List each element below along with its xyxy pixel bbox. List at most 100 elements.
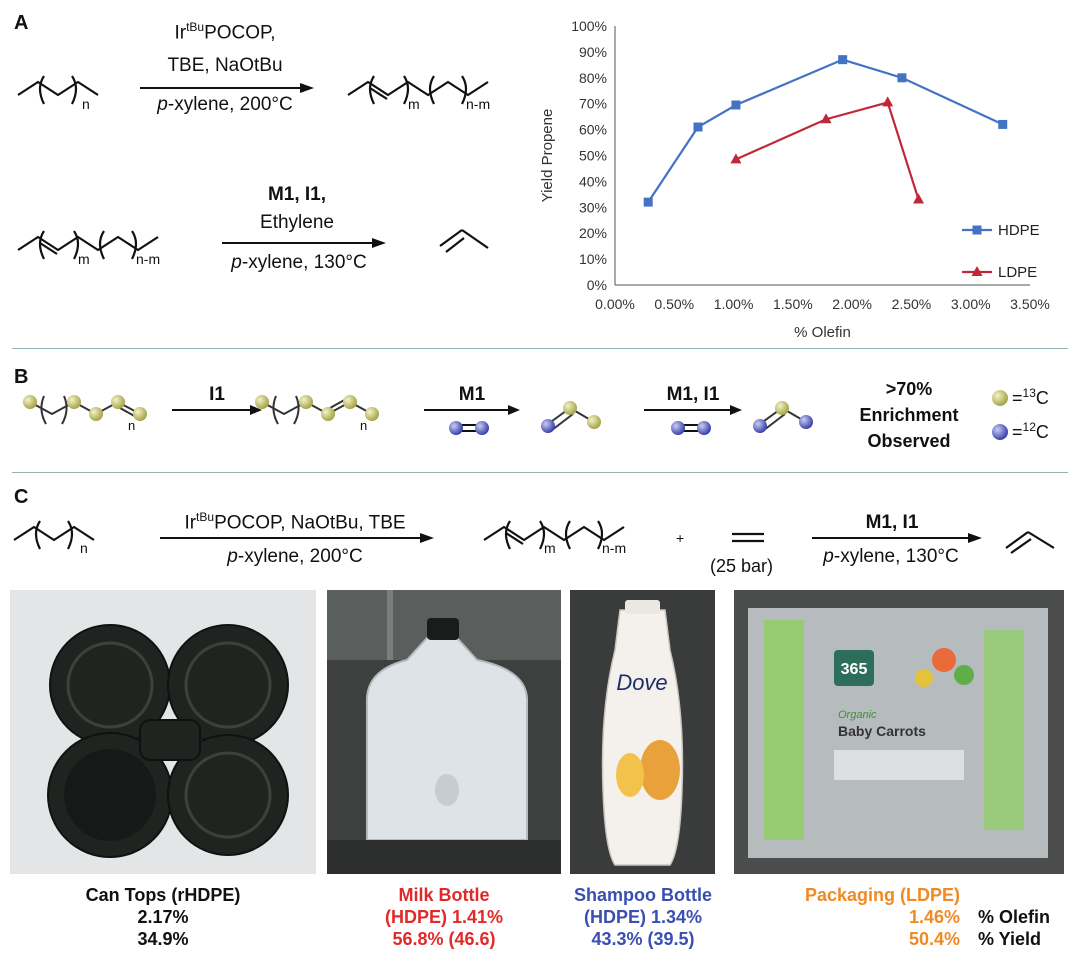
y-tick-label: 20% [579, 225, 607, 241]
arrow-m1-i1 [644, 405, 742, 432]
milk-bottle-photo [327, 590, 561, 874]
sample-shampoo-bottle: Shampoo Bottle (HDPE) 1.34% 43.3% (39.5) [555, 884, 731, 950]
subscript-n-m: n-m [466, 96, 491, 112]
sample-olefin: 1.46% [908, 907, 960, 927]
subscript-n-b1: n [128, 418, 136, 433]
sample-yield: 56.8% (46.6) [392, 929, 496, 949]
step-m1-i1-label: M1, I1 [666, 384, 720, 405]
y-tick-label: 80% [579, 70, 607, 86]
legend-13c-label: =13C [1012, 386, 1049, 408]
legend-marker-ldpe [971, 266, 983, 276]
x-tick-label: 1.00% [714, 296, 754, 312]
panel-b-isotope-scheme [23, 390, 1008, 440]
x-tick-label: 2.00% [832, 296, 872, 312]
series-line-ldpe [735, 101, 920, 200]
sample-olefin: 2.17% [137, 907, 189, 927]
divider-bc [12, 472, 1068, 473]
reaction-arrow-2 [222, 238, 386, 248]
sample-name: Packaging (LDPE) [804, 885, 960, 905]
data-point-hdpe [643, 197, 653, 207]
propene-structure-c [1005, 531, 1055, 554]
sample-packaging: Packaging (LDPE) 1.46% 50.4% [800, 884, 960, 950]
enrichment-percent: >70% [885, 379, 933, 399]
reaction-arrow-c2 [812, 533, 982, 543]
y-tick-label: 0% [587, 277, 607, 293]
olefin-polymer-structure-2 [17, 230, 159, 260]
can-tops-photo [10, 590, 316, 874]
olefin-polymer-structure-c [483, 520, 625, 550]
panel-c-scheme [13, 520, 1055, 554]
panel-a-schemes [17, 75, 489, 260]
observed-word: Observed [867, 431, 951, 451]
x-tick-label: 3.00% [951, 296, 991, 312]
y-tick-label: 70% [579, 96, 607, 112]
legend-label-ldpe: LDPE [998, 264, 1037, 281]
y-tick-label: 10% [579, 251, 607, 267]
data-point-hdpe [693, 122, 703, 132]
y-tick-label: 60% [579, 122, 607, 138]
y-tick-label: 90% [579, 44, 607, 60]
dove-logo-text: Dove [616, 670, 667, 695]
sample-yield: 43.3% (39.5) [591, 929, 695, 949]
carbon-13-atoms [23, 395, 147, 421]
x-tick-label: 1.50% [773, 296, 813, 312]
rxn1-solvent: p-xylene, 200°C [157, 94, 293, 115]
packaging-photo: 365 Organic Baby Carrots [734, 590, 1064, 874]
reaction-arrow-1 [140, 83, 314, 93]
rxn1-catalyst: IrtBuPOCOP, [174, 20, 276, 44]
sample-milk-bottle: Milk Bottle (HDPE) 1.41% 56.8% (46.6) [327, 884, 561, 950]
rxn-c1-solvent: p-xylene, 200°C [227, 546, 363, 567]
rxn-c2-solvent: p-xylene, 130°C [823, 546, 959, 567]
propene-structure [439, 229, 489, 253]
divider-ab [12, 348, 1068, 349]
packaging-image: 365 Organic Baby Carrots [734, 590, 1064, 874]
y-axis-title: Yield Propene [539, 109, 556, 203]
x-tick-label: 0.00% [595, 296, 635, 312]
row-label-yield: % Yield [978, 929, 1042, 949]
organic-text: Organic [838, 709, 877, 721]
panel-letter-a: A [14, 12, 29, 34]
y-tick-label: 30% [579, 199, 607, 215]
legend-label-hdpe: HDPE [998, 222, 1040, 239]
subscript-m: m [408, 96, 420, 112]
data-point-ldpe [882, 96, 894, 107]
sample-name: Milk Bottle [398, 885, 490, 905]
data-point-hdpe [838, 55, 848, 65]
polyethylene-structure-c [13, 520, 95, 550]
subscript-m-c: m [544, 540, 556, 556]
ethylene-structure [732, 532, 764, 543]
plus-sign: + [676, 530, 685, 546]
y-tick-label: 50% [579, 148, 607, 164]
step-m1-label: M1 [458, 384, 486, 405]
rxn2-solvent: p-xylene, 130°C [231, 252, 367, 273]
legend-marker-hdpe [972, 225, 982, 235]
can-tops-image [10, 590, 316, 874]
sample-olefin: (HDPE) 1.34% [583, 907, 703, 927]
step-i1-label: I1 [209, 384, 225, 405]
subscript-n: n [82, 96, 90, 112]
panel-letter-c: C [14, 486, 29, 508]
arrow-i1 [172, 405, 262, 415]
y-tick-label: 100% [571, 18, 607, 34]
rxn2-ethylene: Ethylene [260, 212, 334, 233]
subscript-n-m-c: n-m [602, 540, 627, 556]
sample-name: Shampoo Bottle [574, 885, 712, 905]
x-tick-label: 3.50% [1010, 296, 1050, 312]
rxn-c1-catalyst: IrtBuPOCOP, NaOtBu, TBE [184, 510, 406, 534]
rxn2-catalysts: M1, I1, [267, 184, 327, 205]
yield-vs-olefin-chart: 0% 10% 20% 30% 40% 50% 60% 70% 80% 90% 100% 0.00% 0.… [539, 18, 1050, 341]
brand-365-text: 365 [841, 661, 868, 678]
legend-12c-ball [992, 424, 1008, 440]
sample-can-tops: Can Tops (rHDPE) 2.17% 34.9% [10, 884, 316, 950]
sample-name: Can Tops (rHDPE) [85, 885, 241, 905]
data-point-hdpe [731, 100, 741, 110]
shampoo-bottle-image: Dove [570, 590, 715, 874]
polyethylene-structure [17, 75, 99, 105]
subscript-m-2: m [78, 251, 90, 267]
legend-12c-label: =12C [1012, 420, 1049, 442]
x-tick-label: 2.50% [892, 296, 932, 312]
reaction-arrow-c1 [160, 533, 434, 543]
rxn-c2-catalysts: M1, I1 [865, 512, 919, 533]
arrow-m1 [424, 405, 520, 432]
data-point-ldpe [820, 113, 832, 124]
